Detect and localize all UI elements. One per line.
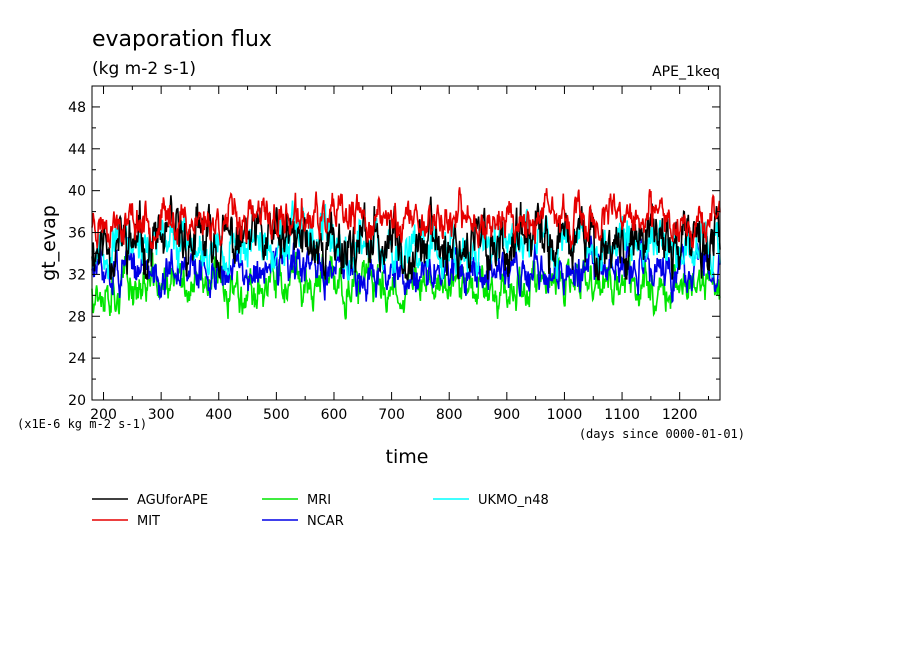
run-label: APE_1keq xyxy=(652,64,720,80)
legend-label-mit: MIT xyxy=(137,514,160,529)
y-tick-label: 44 xyxy=(68,142,86,158)
tick-layer: 200 300 400 500 600 700 800 900 1000 1100 1200 20 24… xyxy=(68,86,720,423)
x-tick-label: 700 xyxy=(378,407,405,423)
y-tick-label: 40 xyxy=(68,184,86,200)
chart-subtitle: (kg m-2 s-1) xyxy=(92,59,196,79)
x-unit-note: (days since 0000-01-01) xyxy=(579,427,745,441)
series-layer xyxy=(91,187,721,320)
x-tick-label: 1000 xyxy=(547,407,583,423)
legend-label-ncar: NCAR xyxy=(307,514,344,529)
y-tick-label: 32 xyxy=(68,267,86,283)
x-tick-label: 400 xyxy=(205,407,232,423)
x-tick-label: 1100 xyxy=(604,407,640,423)
legend-label-aguforape: AGUforAPE xyxy=(137,493,208,508)
x-tick-label: 300 xyxy=(148,407,175,423)
series-line-ncar xyxy=(91,235,721,304)
x-tick-label: 1200 xyxy=(662,407,698,423)
x-tick-label: 200 xyxy=(90,407,117,423)
x-tick-label: 500 xyxy=(263,407,290,423)
legend-label-mri: MRI xyxy=(307,493,331,508)
x-axis-label: time xyxy=(386,446,429,468)
legend: AGUforAPE MIT MRI NCAR UKMO_n48 xyxy=(92,493,549,529)
plot-frame xyxy=(91,85,721,401)
chart-title: evaporation flux xyxy=(92,27,272,52)
y-tick-label: 20 xyxy=(68,393,86,409)
y-tick-label: 48 xyxy=(68,100,86,116)
x-tick-label: 800 xyxy=(436,407,463,423)
series-line-aguforape xyxy=(91,195,721,281)
y-tick-label: 24 xyxy=(68,351,86,367)
series-line-mit xyxy=(91,187,721,251)
x-tick-label: 600 xyxy=(321,407,348,423)
y-unit-note: (x1E-6 kg m-2 s-1) xyxy=(17,417,147,431)
y-tick-label: 28 xyxy=(68,309,86,325)
x-tick-label: 900 xyxy=(493,407,520,423)
legend-label-ukmo_n48: UKMO_n48 xyxy=(478,493,549,508)
y-axis-label: gt_evap xyxy=(38,205,60,281)
y-tick-label: 36 xyxy=(68,226,86,242)
